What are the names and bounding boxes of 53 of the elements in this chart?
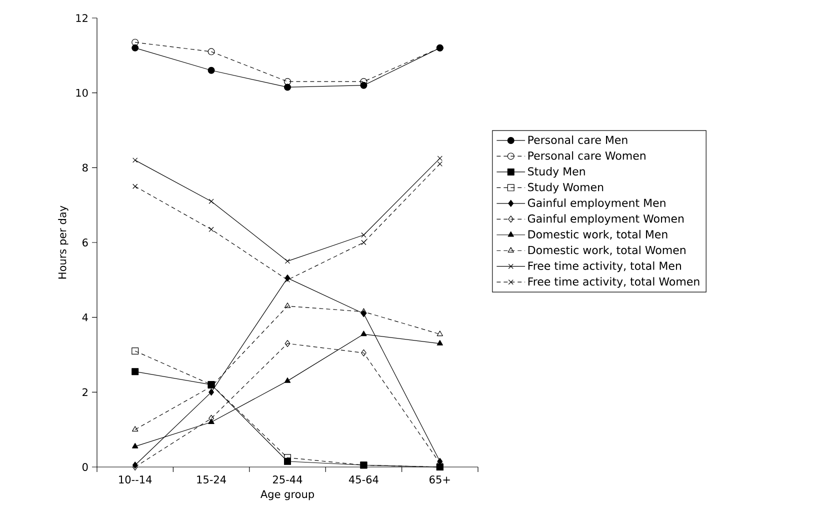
point — [437, 156, 442, 161]
point — [284, 258, 290, 264]
point — [208, 198, 214, 204]
point — [208, 418, 214, 424]
legend-label: Study Men — [528, 167, 585, 178]
point — [284, 377, 291, 383]
point — [284, 302, 291, 308]
y-tick-label: 0 — [82, 463, 88, 471]
point — [361, 349, 366, 356]
point — [208, 226, 214, 232]
point — [132, 348, 139, 355]
point — [132, 38, 139, 46]
point — [132, 44, 139, 52]
legend-label: Free time activity, total Men — [528, 261, 681, 272]
point — [360, 330, 367, 336]
point — [436, 340, 443, 346]
point — [208, 66, 215, 74]
point — [132, 426, 138, 432]
legend-label: Study Women — [528, 182, 604, 194]
x-tick-label: 65+ — [430, 476, 450, 484]
point — [437, 161, 442, 166]
legend-label: Free time activity, total Women — [528, 277, 700, 288]
y-tick-label: 12 — [76, 14, 88, 22]
x-tick-label: 15-24 — [197, 476, 226, 484]
point — [361, 232, 366, 238]
y-axis-title: Hours per day — [58, 206, 68, 279]
point — [132, 442, 138, 448]
legend-label: Personal care Women — [528, 151, 646, 160]
point — [132, 158, 138, 163]
y-tick-label: 8 — [82, 164, 88, 172]
point — [284, 84, 291, 91]
point — [284, 340, 290, 348]
y-tick-label: 4 — [82, 314, 88, 322]
legend-label: Gainful employment Women — [528, 214, 684, 225]
x-tick-label: 45-64 — [348, 476, 378, 484]
point — [132, 184, 138, 189]
y-tick-label: 2 — [82, 388, 88, 396]
y-tick-label: 6 — [82, 238, 88, 246]
legend-label: Domestic work, total Women — [528, 246, 686, 256]
point — [361, 240, 366, 246]
y-tick-label: 10 — [76, 88, 88, 97]
point — [208, 388, 214, 396]
x-tick-label: 25-44 — [273, 476, 302, 484]
point — [436, 330, 443, 336]
x-axis-title: Age group — [260, 490, 314, 500]
point — [132, 368, 139, 376]
point — [360, 308, 367, 314]
point — [208, 48, 215, 56]
legend-label: Domestic work, total Men — [528, 230, 668, 240]
x-tick-label: 10--14 — [119, 476, 152, 484]
point — [284, 78, 291, 86]
legend-label: Personal care Men — [528, 136, 628, 144]
legend-label: Gainful employment Men — [528, 198, 666, 210]
